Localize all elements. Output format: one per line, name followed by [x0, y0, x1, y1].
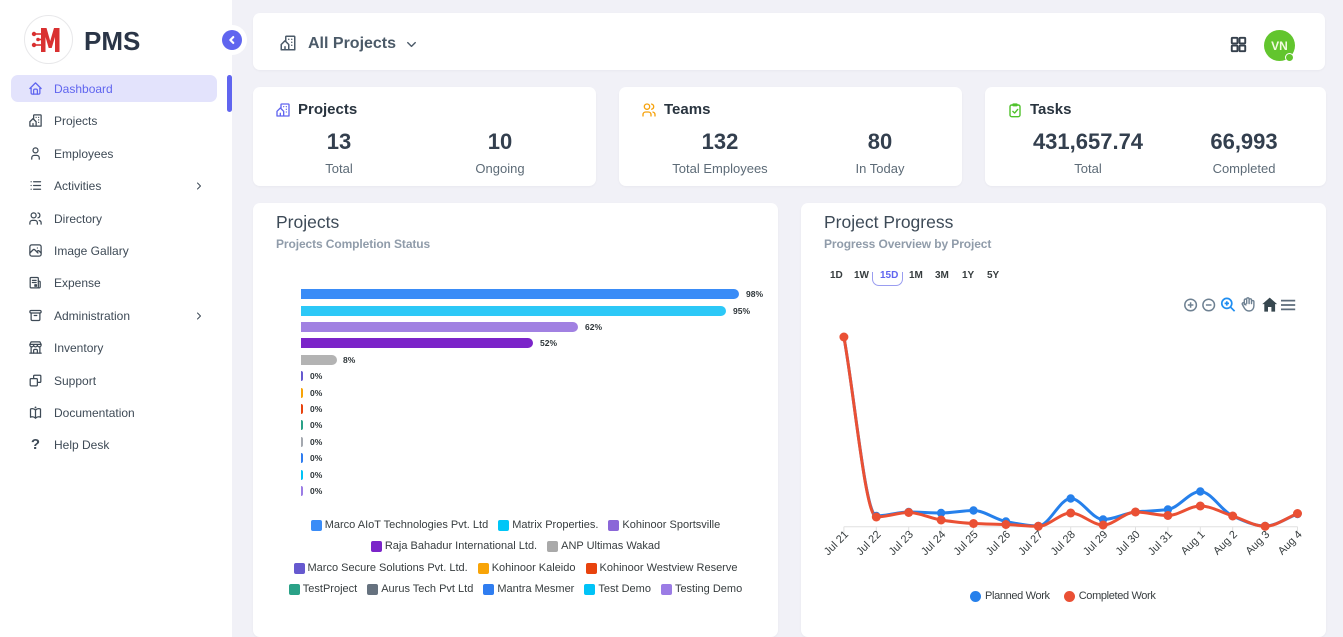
svg-text:Jul 24: Jul 24: [919, 529, 948, 558]
svg-text:Jul 31: Jul 31: [1146, 529, 1175, 558]
svg-text:Jul 25: Jul 25: [951, 529, 980, 558]
svg-text:Aug 3: Aug 3: [1244, 529, 1273, 558]
svg-text:Jul 22: Jul 22: [854, 529, 883, 558]
svg-text:Jul 23: Jul 23: [887, 529, 916, 558]
svg-text:Aug 2: Aug 2: [1211, 529, 1240, 558]
svg-text:Jul 21: Jul 21: [822, 529, 851, 558]
svg-text:Jul 30: Jul 30: [1113, 529, 1142, 558]
svg-text:Jul 26: Jul 26: [984, 529, 1013, 558]
svg-text:Jul 28: Jul 28: [1049, 529, 1078, 558]
svg-text:Jul 29: Jul 29: [1081, 529, 1110, 558]
svg-text:Aug 1: Aug 1: [1179, 529, 1208, 558]
svg-text:Jul 27: Jul 27: [1016, 529, 1045, 558]
svg-text:Aug 4: Aug 4: [1276, 529, 1305, 558]
